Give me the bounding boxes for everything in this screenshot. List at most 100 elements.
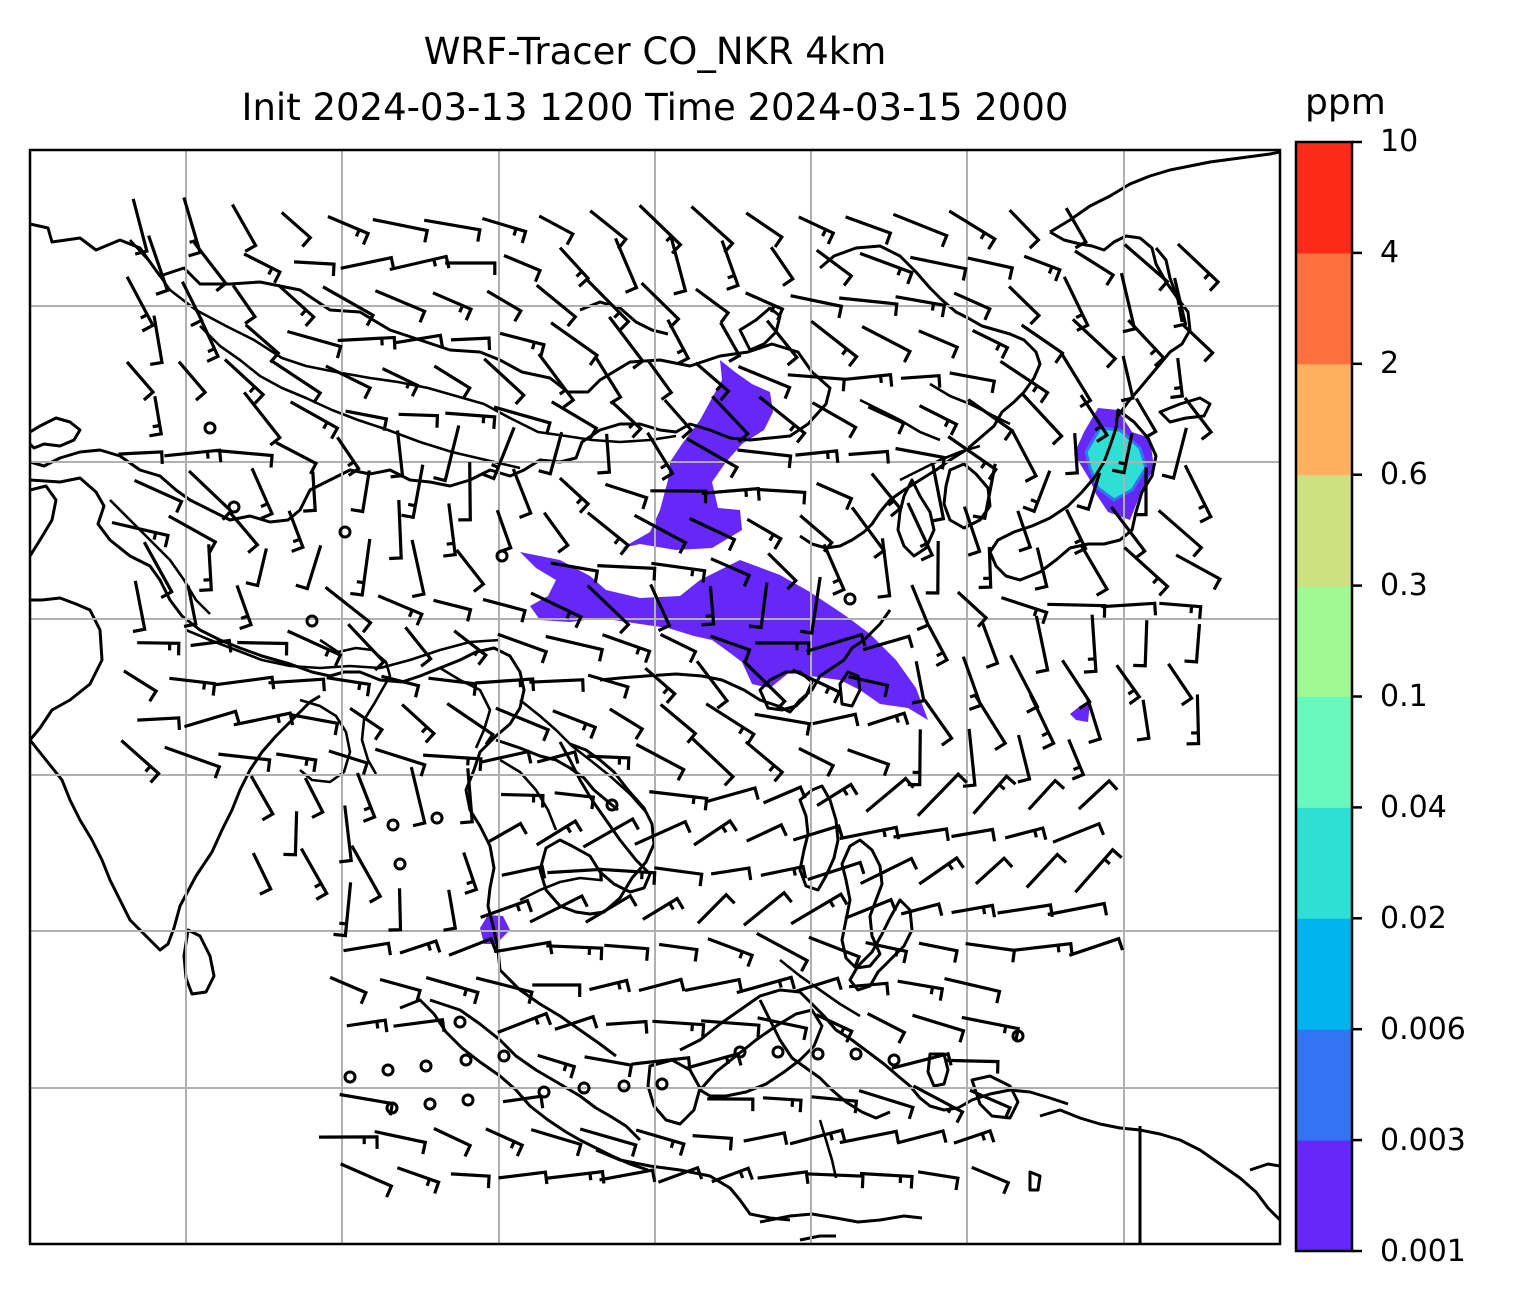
wind-barb-icon — [493, 940, 554, 955]
wind-barb-icon — [760, 864, 808, 879]
wind-barb-icon — [927, 625, 950, 668]
wind-barb-icon — [433, 425, 461, 483]
wind-barb-icon — [597, 564, 657, 581]
wind-barb-icon — [1025, 852, 1068, 889]
map-gridlines — [30, 150, 1280, 1244]
wind-barb-icon — [245, 548, 268, 588]
calm-wind-circle-icon — [461, 1093, 475, 1107]
wind-barb-icon — [839, 296, 899, 317]
wind-barb-icon — [1079, 543, 1110, 597]
wind-barb-icon — [892, 212, 949, 248]
wind-barb-icon — [710, 866, 753, 881]
wind-barb-icon — [455, 548, 486, 593]
wind-barb-icon — [502, 1094, 545, 1109]
wind-barb-icon — [137, 641, 181, 656]
wind-barb-icon — [597, 867, 657, 885]
wind-barb-icon — [1134, 467, 1148, 517]
wind-barb-icon — [635, 1128, 686, 1156]
wind-barb-icon — [686, 437, 740, 479]
wind-barb-icon — [971, 328, 1010, 360]
wind-barb-icon — [867, 405, 906, 435]
wind-barb-icon — [756, 931, 810, 972]
wind-barb-icon — [244, 323, 281, 364]
wind-barb-icon — [1110, 505, 1147, 560]
wind-barb-icon — [862, 634, 914, 652]
wind-barb-icon — [601, 633, 652, 664]
wind-barb-icon — [443, 889, 458, 932]
wind-barb-icon — [503, 254, 543, 283]
wind-barb-icon — [1127, 319, 1166, 368]
wind-barb-icon — [1123, 546, 1170, 597]
wind-barb-icon — [792, 823, 844, 842]
wind-barb-icon — [978, 546, 993, 590]
wind-barb-icon — [649, 583, 672, 633]
wind-barb-icon — [532, 983, 582, 997]
wind-barb-icon — [594, 356, 623, 405]
wind-barb-icon — [280, 211, 313, 248]
colorbar-level-block — [1296, 363, 1352, 476]
wind-barb-icon — [1022, 470, 1052, 514]
wind-barb-icon — [758, 395, 807, 444]
wind-barb-icon — [999, 359, 1050, 404]
wind-barb-icon — [374, 747, 427, 777]
wind-barb-icon — [707, 1097, 755, 1112]
wind-barb-icon — [381, 367, 420, 397]
wind-barb-icon — [865, 941, 909, 964]
wind-barb-icon — [799, 576, 822, 635]
wind-barb-icon — [912, 1084, 965, 1124]
wind-barb-icon — [446, 702, 496, 746]
wind-barb-icon — [757, 1016, 809, 1041]
wind-barb-icon — [918, 941, 959, 963]
wind-barb-icon — [337, 335, 397, 350]
wind-barb-icon — [1133, 620, 1149, 668]
wind-barb-icon — [180, 280, 204, 328]
wind-barb-icon — [822, 543, 847, 596]
wind-barb-icon — [815, 481, 854, 511]
wind-barb-icon — [916, 771, 968, 817]
wind-barb-icon — [635, 742, 686, 781]
wind-barb-icon — [815, 1013, 854, 1043]
wind-barb-icon — [458, 462, 472, 522]
wind-barb-icon — [324, 585, 373, 634]
wind-barb-icon — [658, 942, 699, 962]
calm-wind-circle-icon — [203, 421, 217, 435]
wind-barb-icon — [705, 702, 757, 746]
wind-barb-icon — [956, 590, 989, 628]
wind-barb-icon — [251, 852, 273, 896]
wind-barb-icon — [962, 728, 977, 788]
wind-barb-icon — [847, 748, 891, 777]
wind-barb-icon — [918, 855, 965, 886]
wind-barb-icon — [608, 315, 645, 370]
colorbar-tick-label: 0.04 — [1380, 790, 1447, 825]
wind-barb-icon — [215, 448, 274, 468]
calm-wind-circle-icon — [338, 525, 352, 539]
wind-barb-icon — [700, 1019, 761, 1038]
wind-barb-icon — [235, 584, 254, 631]
wind-barb-icon — [501, 864, 547, 879]
wind-barb-icon — [604, 943, 650, 961]
wind-barb-icon — [912, 1013, 966, 1043]
wind-barb-icon — [299, 847, 329, 901]
wind-barb-icon — [900, 373, 942, 388]
wind-barb-icon — [743, 1131, 789, 1146]
wind-barb-icon — [223, 358, 266, 405]
wind-barb-icon — [250, 467, 275, 520]
wind-barb-icon — [1013, 941, 1074, 956]
calm-wind-circle-icon — [305, 614, 319, 628]
wind-barb-icon — [443, 503, 457, 558]
wind-barb-icon — [652, 1019, 706, 1037]
wind-barb-icon — [962, 506, 982, 557]
colorbar-unit-label: ppm — [1305, 82, 1386, 123]
tracer-plume-central — [520, 552, 928, 720]
wind-barb-icon — [579, 1127, 638, 1157]
wind-barb-icon — [398, 412, 440, 428]
wind-barb-icon — [812, 712, 860, 727]
wind-barb-icon — [123, 669, 159, 703]
wind-barb-icon — [404, 626, 433, 668]
colorbar-level-block — [1296, 696, 1352, 808]
wind-barb-icon — [1068, 936, 1125, 957]
wind-barb-icon — [529, 893, 589, 924]
wind-barb-icon — [537, 1053, 577, 1079]
wind-barb-icon — [692, 1134, 734, 1151]
wind-barb-icon — [1028, 694, 1056, 750]
